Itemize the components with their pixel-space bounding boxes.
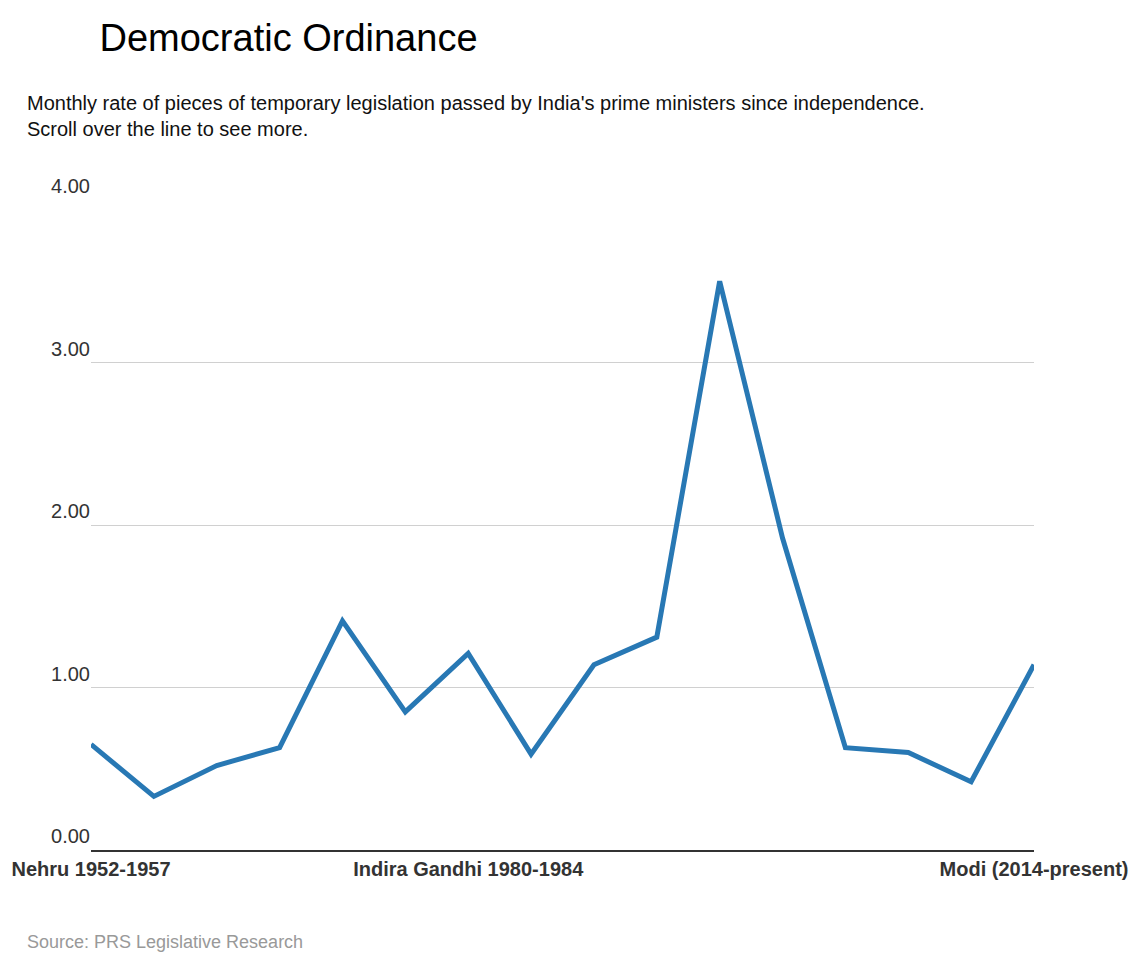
svg-text:0.00: 0.00 bbox=[51, 825, 90, 847]
svg-text:Modi (2014-present): Modi (2014-present) bbox=[940, 858, 1129, 880]
svg-text:Indira Gandhi 1980-1984: Indira Gandhi 1980-1984 bbox=[353, 858, 584, 880]
svg-text:Democratic Ordinance: Democratic Ordinance bbox=[99, 17, 477, 59]
svg-text:1.00: 1.00 bbox=[51, 663, 90, 685]
svg-text:Monthly rate of pieces of temp: Monthly rate of pieces of temporary legi… bbox=[27, 92, 925, 140]
svg-text:2.00: 2.00 bbox=[51, 500, 90, 522]
svg-text:Source: PRS Legislative Resear: Source: PRS Legislative Research bbox=[27, 932, 303, 952]
svg-text:Nehru 1952-1957: Nehru 1952-1957 bbox=[12, 858, 171, 880]
svg-text:3.00: 3.00 bbox=[51, 338, 90, 360]
svg-text:4.00: 4.00 bbox=[51, 175, 90, 197]
